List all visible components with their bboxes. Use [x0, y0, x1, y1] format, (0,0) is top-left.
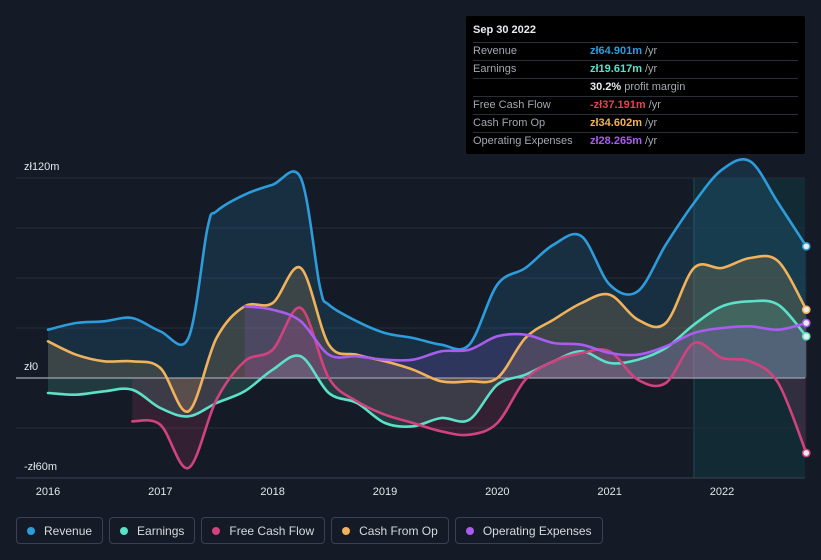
tooltip-label: Cash From Op: [473, 117, 546, 129]
marker-layer: [801, 241, 811, 458]
tooltip-label: [473, 79, 590, 96]
legend-dot-icon: [27, 526, 35, 535]
tooltip-date: Sep 30 2022: [473, 16, 798, 43]
end-marker-operating-expenses: [801, 318, 811, 328]
tooltip-label: Free Cash Flow: [473, 99, 551, 111]
legend-item-operating-expenses[interactable]: Operating Expenses: [454, 517, 603, 544]
tooltip-value: zł28.265m: [590, 135, 642, 147]
tooltip-label: Earnings: [473, 63, 517, 75]
grid-layer: [16, 177, 805, 479]
legend-label: Earnings: [137, 523, 185, 538]
area-earnings: [48, 300, 807, 427]
y-axis-labels: zł120m zł0 -zł60m: [24, 161, 59, 473]
x-tick-label: 2017: [148, 486, 172, 498]
tooltip-unit: /yr: [644, 117, 658, 129]
area-free-cash-flow: [132, 307, 807, 469]
x-axis-labels: 2016 2017 2018 2019 2020 2021 2022: [36, 486, 734, 498]
tooltip-unit: /yr: [644, 63, 658, 75]
area-cash-from-op: [48, 256, 807, 412]
tooltip-value: zł34.602m: [590, 117, 642, 129]
x-tick-label: 2016: [36, 486, 60, 498]
legend-dot-icon: [465, 526, 474, 535]
legend-dot-icon: [212, 526, 221, 535]
legend-dot-icon: [120, 526, 129, 535]
end-marker-revenue: [801, 241, 811, 251]
tooltip-value: zł64.901m: [590, 45, 642, 57]
series-line-revenue: [46, 158, 808, 351]
tooltip-unit: /yr: [648, 99, 661, 111]
end-marker-cash-from-op: [801, 305, 811, 315]
y-tick-label: -zł60m: [24, 461, 57, 473]
series-line-earnings: [46, 299, 808, 429]
tooltip-label: Operating Expenses: [473, 135, 573, 147]
area-layer: [48, 159, 807, 469]
legend-label: Free Cash Flow: [229, 523, 315, 538]
legend-item-cash-from-op[interactable]: Cash From Op: [331, 517, 449, 544]
area-revenue: [48, 159, 807, 378]
x-tick-label: 2021: [597, 486, 621, 498]
tooltip-panel: Sep 30 2022 Revenue zł64.901m /yr Earnin…: [466, 16, 805, 154]
legend-item-free-cash-flow[interactable]: Free Cash Flow: [201, 517, 326, 544]
series-line-cash-from-op: [46, 254, 808, 413]
legend-item-earnings[interactable]: Earnings: [109, 517, 196, 544]
tooltip-row-free-cash-flow: Free Cash Flow -zł37.191m /yr: [473, 97, 798, 115]
series-line-free-cash-flow: [131, 306, 808, 470]
legend-label: Cash From Op: [359, 523, 438, 538]
tooltip-label: Revenue: [473, 45, 518, 57]
tooltip-unit: /yr: [644, 45, 658, 57]
x-tick-label: 2018: [260, 486, 284, 498]
tooltip-row-cash-from-op: Cash From Op zł34.602m /yr: [473, 115, 798, 133]
legend-label: Operating Expenses: [482, 523, 592, 538]
tooltip-value: 30.2%: [590, 81, 622, 93]
legend: Revenue Earnings Free Cash Flow Cash Fro…: [16, 517, 609, 544]
tooltip-row-earnings: Earnings zł19.617m /yr: [473, 61, 798, 79]
x-tick-label: 2019: [373, 486, 397, 498]
tooltip-value: zł19.617m: [590, 63, 642, 75]
legend-label: Revenue: [44, 523, 93, 538]
series-line-operating-expenses: [243, 305, 808, 362]
end-marker-free-cash-flow: [801, 448, 811, 458]
x-tick-label: 2022: [710, 486, 734, 498]
legend-item-revenue[interactable]: Revenue: [16, 517, 104, 544]
tooltip-unit: /yr: [644, 135, 658, 147]
y-tick-label: zł120m: [24, 161, 59, 173]
line-layer: [46, 158, 808, 470]
tooltip-unit: profit margin: [624, 81, 686, 93]
y-tick-label: zł0: [24, 361, 38, 373]
tooltip-row-operating-expenses: Operating Expenses zł28.265m /yr: [473, 133, 798, 150]
tooltip-value: -zł37.191m: [590, 99, 646, 111]
end-marker-earnings: [801, 331, 811, 341]
tooltip-row-revenue: Revenue zł64.901m /yr: [473, 43, 798, 61]
x-tick-label: 2020: [485, 486, 509, 498]
legend-dot-icon: [342, 526, 351, 535]
tooltip-row-profit-margin: 30.2% profit margin: [473, 79, 798, 97]
